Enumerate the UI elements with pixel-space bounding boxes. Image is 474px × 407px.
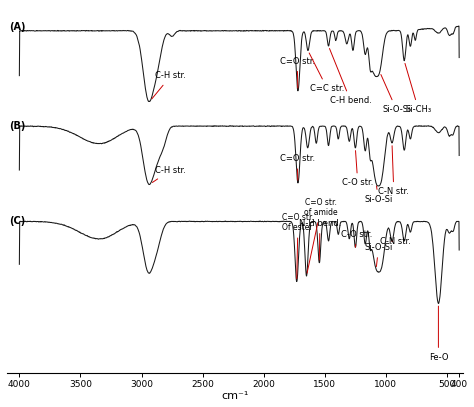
Text: C-O str.: C-O str. bbox=[342, 151, 374, 188]
Text: C=O str.
Of ester: C=O str. Of ester bbox=[282, 213, 314, 279]
Text: N-H bend.: N-H bend. bbox=[299, 219, 341, 260]
Text: (C): (C) bbox=[9, 217, 26, 226]
Text: C-N str.: C-N str. bbox=[378, 146, 409, 196]
Text: C=O str.: C=O str. bbox=[280, 154, 315, 180]
Text: Si-CH₃: Si-CH₃ bbox=[405, 63, 431, 114]
Text: C-H bend.: C-H bend. bbox=[329, 48, 372, 105]
Text: (A): (A) bbox=[9, 22, 26, 33]
Text: C-H str.: C-H str. bbox=[152, 71, 186, 99]
X-axis label: cm⁻¹: cm⁻¹ bbox=[221, 392, 249, 401]
Text: C=C str.: C=C str. bbox=[309, 53, 345, 93]
Text: Si-O-Si: Si-O-Si bbox=[365, 243, 393, 267]
Text: Si-O-Si: Si-O-Si bbox=[365, 186, 393, 204]
Text: C-H str.: C-H str. bbox=[152, 166, 186, 182]
Text: C-N str.: C-N str. bbox=[380, 236, 411, 245]
Text: Fe-O: Fe-O bbox=[428, 306, 448, 362]
Text: C-O str.: C-O str. bbox=[341, 230, 373, 247]
Text: C=O str.
of amide: C=O str. of amide bbox=[304, 198, 338, 273]
Text: Si-O-Si: Si-O-Si bbox=[381, 74, 410, 114]
Text: (B): (B) bbox=[9, 121, 26, 131]
Text: C=O str.: C=O str. bbox=[280, 57, 315, 88]
